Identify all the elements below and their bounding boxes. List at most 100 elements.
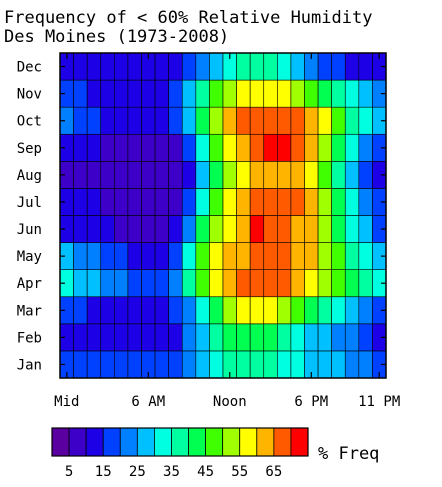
chart-subtitle: Des Moines (1973-2008) bbox=[4, 27, 229, 47]
heatmap-cell-aug-h22 bbox=[358, 161, 373, 189]
heatmap-cell-apr-h11 bbox=[209, 269, 224, 298]
heatmap-cell-feb-h11 bbox=[209, 323, 224, 352]
y-tick-label-feb: Feb bbox=[17, 330, 42, 346]
heatmap-cell-nov-h12 bbox=[222, 79, 237, 108]
heatmap-cell-jun-h17 bbox=[290, 215, 305, 243]
colorbar-swatch bbox=[119, 427, 138, 457]
heatmap-cell-jun-h9 bbox=[181, 215, 197, 243]
heatmap-cell-mar-h15 bbox=[263, 296, 278, 325]
heatmap-cell-jun-h21 bbox=[344, 215, 360, 243]
heatmap-cell-oct-h11 bbox=[209, 106, 224, 135]
heatmap-cell-nov-h3 bbox=[100, 79, 115, 108]
heatmap-cell-sep-h18 bbox=[304, 133, 319, 162]
heatmap-cell-dec-h16 bbox=[277, 52, 292, 81]
heatmap-cell-oct-h15 bbox=[263, 106, 278, 135]
colorbar-swatch bbox=[85, 427, 104, 457]
heatmap-cell-apr-h5 bbox=[127, 269, 142, 298]
heatmap-cell-apr-h17 bbox=[290, 269, 305, 298]
heatmap-cell-aug-h12 bbox=[222, 161, 237, 189]
heatmap-cell-jul-h22 bbox=[358, 188, 373, 216]
heatmap-cell-may-h20 bbox=[331, 242, 346, 270]
heatmap-cell-jul-h14 bbox=[249, 188, 265, 216]
heatmap-cell-feb-h15 bbox=[263, 323, 278, 352]
heatmap-cell-jul-h6 bbox=[141, 188, 156, 216]
heatmap-cell-nov-h19 bbox=[317, 79, 332, 108]
heatmap-cell-jun-h14 bbox=[249, 215, 265, 243]
heatmap-cell-feb-h14 bbox=[249, 323, 265, 352]
heatmap-cell-feb-h19 bbox=[317, 323, 332, 352]
heatmap-cell-may-h19 bbox=[317, 242, 332, 270]
heatmap-cell-sep-h22 bbox=[358, 133, 373, 162]
heatmap-cell-aug-h16 bbox=[277, 161, 292, 189]
colorbar-tick-label: 15 bbox=[95, 464, 112, 480]
heatmap-cell-jun-h6 bbox=[141, 215, 156, 243]
heatmap-cell-apr-h3 bbox=[100, 269, 115, 298]
colorbar-swatch bbox=[68, 427, 87, 457]
heatmap-cell-aug-h5 bbox=[127, 161, 142, 189]
heatmap-cell-may-h7 bbox=[154, 242, 169, 270]
heatmap-cell-may-h6 bbox=[141, 242, 156, 270]
heatmap-cell-dec-h13 bbox=[236, 52, 251, 81]
heatmap-cell-jun-h4 bbox=[114, 215, 129, 243]
heatmap-cell-sep-h2 bbox=[86, 133, 102, 162]
heatmap-cell-feb-h21 bbox=[344, 323, 360, 352]
heatmap-cell-jul-h1 bbox=[73, 188, 88, 216]
heatmap-cell-jun-h19 bbox=[317, 215, 332, 243]
heatmap-cell-mar-h4 bbox=[114, 296, 129, 325]
heatmap-cell-jan-h10 bbox=[195, 350, 210, 379]
heatmap-cell-oct-h4 bbox=[114, 106, 129, 135]
heatmap-cell-may-h18 bbox=[304, 242, 319, 270]
heatmap-cell-feb-h16 bbox=[277, 323, 292, 352]
heatmap-cell-sep-h9 bbox=[181, 133, 197, 162]
heatmap-cell-feb-h17 bbox=[290, 323, 305, 352]
colorbar-tick-label: 55 bbox=[231, 464, 248, 480]
heatmap-cell-aug-h21 bbox=[344, 161, 360, 189]
heatmap-cell-feb-h7 bbox=[154, 323, 169, 352]
colorbar-frame bbox=[51, 427, 309, 457]
heatmap-cell-aug-h4 bbox=[114, 161, 129, 189]
heatmap-cell-aug-h1 bbox=[73, 161, 88, 189]
heatmap-cell-oct-h9 bbox=[181, 106, 197, 135]
colorbar: 5 15 25 35 45 55 65 bbox=[51, 427, 309, 480]
heatmap-cell-oct-h18 bbox=[304, 106, 319, 135]
heatmap-cell-jan-h22 bbox=[358, 350, 373, 379]
heatmap-cell-jul-h5 bbox=[127, 188, 142, 216]
heatmap-cell-may-h1 bbox=[73, 242, 88, 270]
heatmap-cell-jun-h1 bbox=[73, 215, 88, 243]
heatmap-cell-nov-h4 bbox=[114, 79, 129, 108]
y-tick-label-jan: Jan bbox=[17, 357, 42, 373]
heatmap-cell-sep-h12 bbox=[222, 133, 237, 162]
heatmap-cell-oct-h3 bbox=[100, 106, 115, 135]
heatmap-cell-nov-h2 bbox=[86, 79, 102, 108]
heatmap-cell-jan-h16 bbox=[277, 350, 292, 379]
colorbar-tick-label: 25 bbox=[129, 464, 146, 480]
heatmap-cell-sep-h20 bbox=[331, 133, 346, 162]
heatmap-cell-nov-h20 bbox=[331, 79, 346, 108]
heatmap-cell-aug-h18 bbox=[304, 161, 319, 189]
heatmap-cell-may-h15 bbox=[263, 242, 278, 270]
y-tick-label-nov: Nov bbox=[17, 87, 42, 103]
heatmap-cell-nov-h1 bbox=[73, 79, 88, 108]
heatmap-cell-oct-h12 bbox=[222, 106, 237, 135]
heatmap-cell-apr-h20 bbox=[331, 269, 346, 298]
x-tick-label: Noon bbox=[213, 394, 247, 410]
heatmap-cell-apr-h18 bbox=[304, 269, 319, 298]
heatmap-cell-dec-h20 bbox=[331, 52, 346, 81]
y-tick-label-jul: Jul bbox=[17, 195, 42, 211]
heatmap-cell-aug-h15 bbox=[263, 161, 278, 189]
heatmap-cell-dec-h4 bbox=[114, 52, 129, 81]
heatmap-cell-aug-h13 bbox=[236, 161, 251, 189]
colorbar-swatch bbox=[153, 427, 172, 457]
heatmap-cell-dec-h3 bbox=[100, 52, 115, 81]
colorbar-tick-label: 45 bbox=[197, 464, 214, 480]
x-tick-label: 6 PM bbox=[294, 394, 328, 410]
heatmap-cell-mar-h17 bbox=[290, 296, 305, 325]
heatmap-cell-nov-h11 bbox=[209, 79, 224, 108]
heatmap-cell-mar-h18 bbox=[304, 296, 319, 325]
heatmap-cell-oct-h19 bbox=[317, 106, 332, 135]
heatmap-cell-dec-h14 bbox=[249, 52, 265, 81]
colorbar-swatch bbox=[188, 427, 206, 457]
heatmap-cell-jan-h14 bbox=[249, 350, 265, 379]
chart-title: Frequency of < 60% Relative Humidity bbox=[4, 8, 372, 28]
colorbar-tick-label: 65 bbox=[265, 464, 282, 480]
